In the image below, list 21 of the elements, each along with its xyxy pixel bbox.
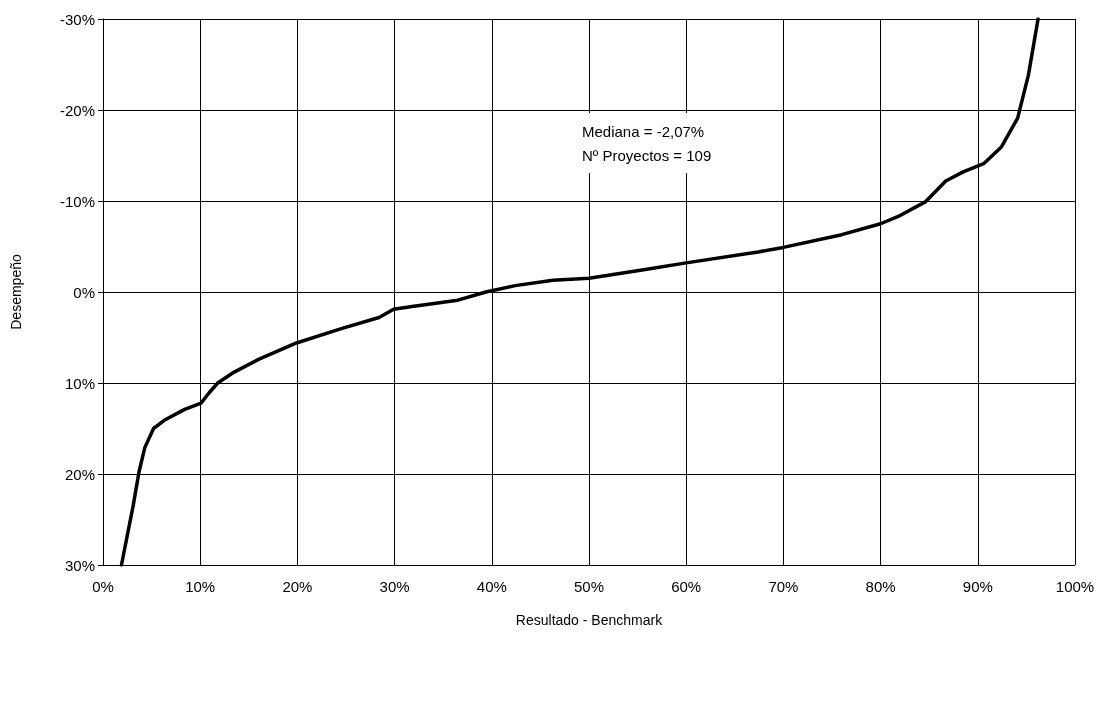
x-tick-label: 50% [573,578,605,595]
y-tick-label: -10% [59,192,95,210]
x-tick-label: 90% [962,578,993,595]
x-tick-label: 70% [768,578,799,595]
x-tick-label: 80% [865,578,896,595]
x-tick-label: 30% [379,578,410,595]
annotation: Mediana = -2,07% Nº Proyectos = 109 [582,122,712,164]
y-tick-label: 30% [64,556,95,574]
y-tick-label: -30% [59,10,95,28]
y-tick-label: -20% [59,101,95,119]
y-tick-label: 0% [73,283,95,301]
y-axis-title: Desempeño [8,254,24,330]
y-tick-label: 10% [64,374,95,392]
y-tick-label: 20% [64,465,95,483]
x-tick-label: 60% [671,578,702,595]
x-tick-label: 100% [1055,578,1095,595]
x-tick-label: 20% [282,578,313,595]
x-tick-label: 10% [185,578,216,595]
x-axis-title: Resultado - Benchmark [515,612,664,628]
x-tick-label: 40% [476,578,507,595]
x-tick-label: 0% [92,578,114,595]
